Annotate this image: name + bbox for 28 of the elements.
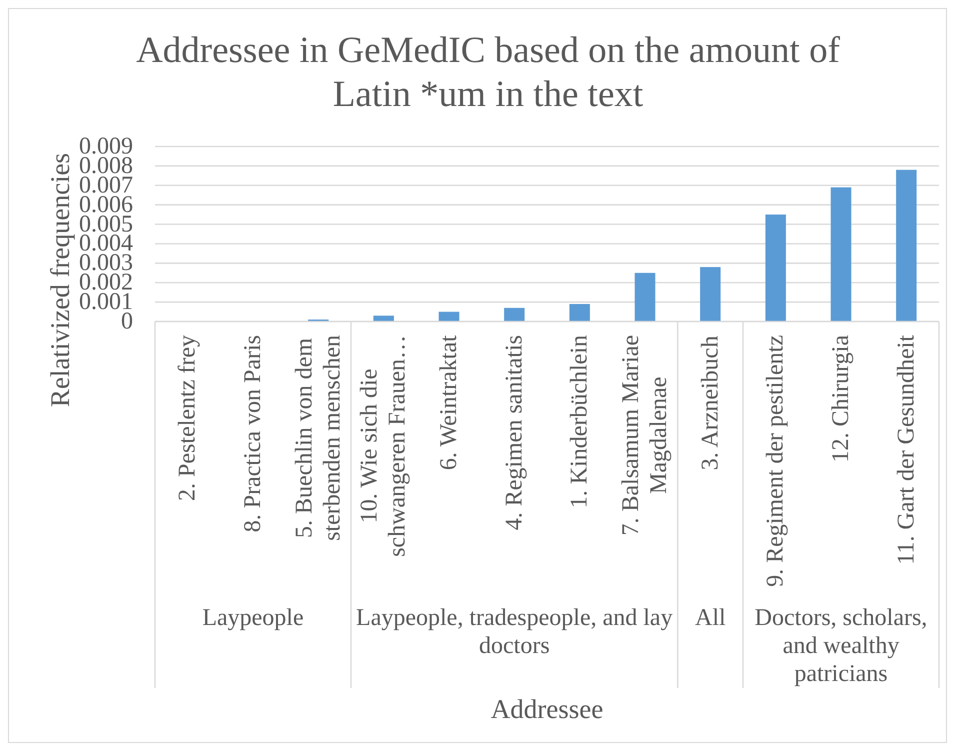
text: All [694,605,726,631]
x-tick-label: 5. Buechlin von dem sterbenden menschen [291,335,346,541]
bar [373,316,394,322]
x-tick-label: 10. Wie sich die schwangeren Frauen… [356,335,411,557]
chart-title: Addressee in GeMedIC based on the amount of Latin *um in the text [136,30,841,114]
x-tick-label: 1. Kinderbüchlein [566,334,593,508]
bar [830,187,852,322]
y-axis-title: Relativized frequencies [45,152,75,408]
x-tick-label: 7. Balsamum Mariae Magdalenae [618,334,672,536]
x-tick-label: 11. Gart der Gesundheit [893,334,920,565]
bar [438,312,460,322]
x-tick-label: 2. Pestelentz frey [174,335,201,501]
x-axis-title: Addressee [490,694,604,724]
text: Laypeople, tradespeople, and lay doctors [356,605,673,659]
x-tick-label: 9. Regiment der pestilentz [762,334,789,587]
bar [896,170,917,322]
x-tick-label: 6. Weintraktat [436,334,462,470]
x-tick-label: 4. Regimen sanitatis [501,334,528,530]
x-tick-label: 3. Arzneibuch [697,336,724,470]
bar [700,267,721,322]
x-tick-label: 12. Chirurgia [828,334,854,463]
text: Laypeople [202,605,304,631]
bar [765,214,786,322]
bar [569,304,590,322]
text: Doctors, scholars, and wealthy patricians [754,605,928,687]
bar [504,308,525,322]
x-tick-label: 8. Practica von Paris [240,334,266,532]
bar [634,272,656,322]
